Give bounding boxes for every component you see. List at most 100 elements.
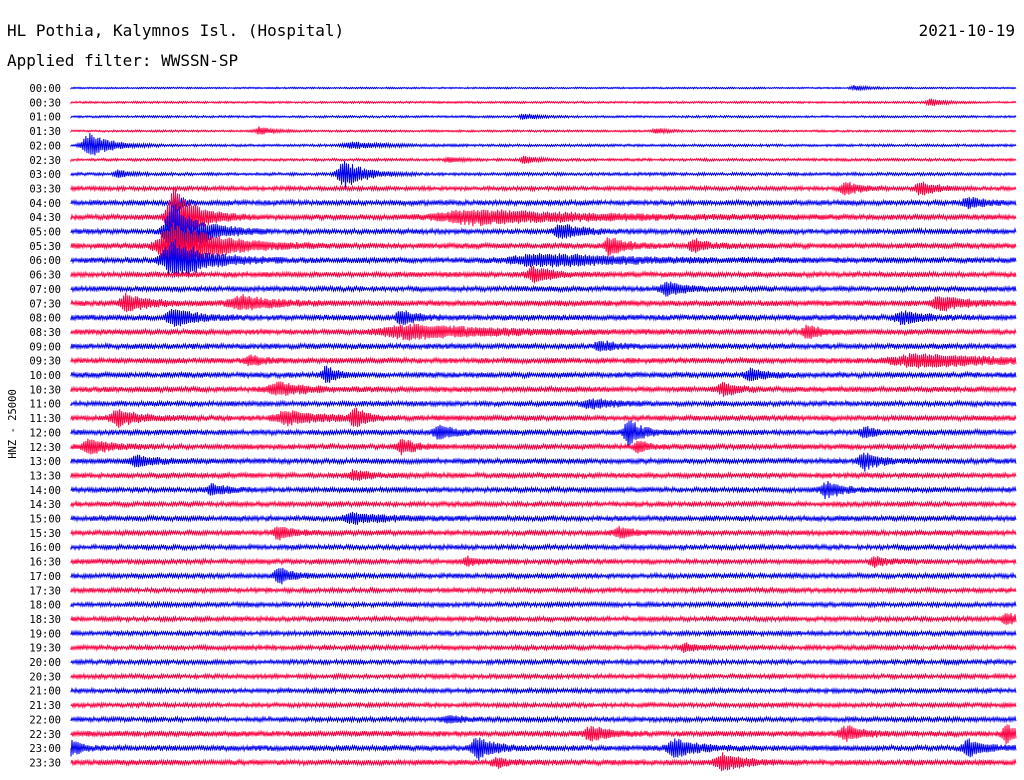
- trace-row: [70, 353, 1017, 369]
- row-time-label: 02:00: [29, 140, 61, 152]
- row-time-label: 23:00: [29, 743, 61, 755]
- row-time-label: 21:30: [29, 700, 61, 712]
- trace-row: [70, 98, 1017, 107]
- row-time-label: 16:30: [29, 557, 61, 569]
- trace-row: [70, 438, 1017, 456]
- trace-row: [70, 672, 1017, 681]
- row-time-label: 01:00: [29, 112, 61, 124]
- trace-row: [70, 194, 1017, 214]
- row-time-label: 14:00: [29, 485, 61, 497]
- trace-row: [70, 724, 1017, 745]
- trace-row: [70, 204, 1017, 263]
- row-time-label: 00:00: [29, 83, 61, 95]
- trace-row: [70, 281, 1017, 297]
- row-time-label: 10:30: [29, 384, 61, 396]
- trace-row: [70, 511, 1017, 525]
- trace-row: [70, 181, 1017, 196]
- row-time-label: 15:00: [29, 514, 61, 526]
- trace-row: [70, 715, 1017, 724]
- row-time-label: 00:30: [29, 97, 61, 109]
- trace-rows: 00:00 00:30 01:00 01:30 02:00 02:30 03:00 03:30…: [29, 83, 1017, 772]
- trace-row: [70, 365, 1017, 384]
- trace-row: [70, 407, 1017, 428]
- row-time-label: 08:30: [29, 327, 61, 339]
- row-time-label: 15:30: [29, 528, 61, 540]
- y-axis-label: HNZ - 25000: [7, 389, 19, 459]
- trace-row: [70, 542, 1017, 552]
- trace-row: [70, 600, 1017, 609]
- row-time-label: 18:00: [29, 600, 61, 612]
- trace-row: [70, 700, 1017, 710]
- trace-row: [70, 499, 1017, 509]
- trace-row: [70, 155, 1017, 164]
- row-time-label: 09:00: [29, 341, 61, 353]
- row-time-label: 11:00: [29, 399, 61, 411]
- row-time-label: 13:30: [29, 470, 61, 482]
- trace-row: [70, 642, 1017, 653]
- trace-row: [70, 239, 1017, 278]
- row-time-label: 08:00: [29, 313, 61, 325]
- trace-row: [70, 340, 1017, 352]
- trace-row: [70, 84, 1017, 92]
- row-time-label: 20:30: [29, 671, 61, 683]
- row-time-label: 20:00: [29, 657, 61, 669]
- station-title: HL Pothia, Kalymnos Isl. (Hospital): [7, 21, 344, 40]
- trace-row: [70, 126, 1017, 136]
- trace-row: [70, 752, 1017, 772]
- trace-row: [70, 420, 1017, 448]
- trace-row: [70, 222, 1017, 270]
- row-time-label: 17:00: [29, 571, 61, 583]
- row-time-label: 07:30: [29, 298, 61, 310]
- row-time-label: 04:30: [29, 212, 61, 224]
- trace-row: [70, 686, 1017, 695]
- row-time-label: 09:30: [29, 356, 61, 368]
- trace-row: [70, 160, 1017, 188]
- row-time-label: 07:00: [29, 284, 61, 296]
- trace-row: [70, 657, 1017, 667]
- row-time-label: 22:00: [29, 714, 61, 726]
- row-time-label: 01:30: [29, 126, 61, 138]
- trace-row: [70, 266, 1017, 284]
- row-time-label: 05:30: [29, 241, 61, 253]
- trace-row: [70, 113, 1017, 121]
- row-time-label: 19:30: [29, 643, 61, 655]
- trace-row: [70, 737, 1017, 761]
- row-time-label: 19:00: [29, 628, 61, 640]
- trace-row: [70, 567, 1017, 585]
- row-time-label: 18:30: [29, 614, 61, 626]
- row-time-label: 05:00: [29, 227, 61, 239]
- trace-row: [70, 469, 1017, 481]
- row-time-label: 04:00: [29, 198, 61, 210]
- trace-row: [70, 133, 1017, 156]
- trace-row: [70, 452, 1017, 472]
- row-time-label: 13:00: [29, 456, 61, 468]
- row-time-label: 06:00: [29, 255, 61, 267]
- trace-row: [70, 526, 1017, 541]
- row-time-label: 12:30: [29, 442, 61, 454]
- row-time-label: 23:30: [29, 757, 61, 769]
- trace-row: [70, 323, 1017, 341]
- row-time-label: 02:30: [29, 155, 61, 167]
- row-time-label: 14:30: [29, 499, 61, 511]
- row-time-label: 12:00: [29, 427, 61, 439]
- row-time-label: 03:00: [29, 169, 61, 181]
- row-time-label: 11:30: [29, 413, 61, 425]
- row-time-label: 03:30: [29, 183, 61, 195]
- trace-row: [70, 586, 1017, 595]
- date-label: 2021-10-19: [919, 21, 1015, 40]
- trace-row: [70, 555, 1017, 568]
- trace-row: [70, 292, 1017, 313]
- trace-row: [70, 629, 1017, 638]
- row-time-label: 17:30: [29, 585, 61, 597]
- row-time-label: 10:00: [29, 370, 61, 382]
- row-time-label: 22:30: [29, 729, 61, 741]
- trace-row: [70, 612, 1017, 625]
- trace-row: [70, 381, 1017, 398]
- trace-row: [70, 480, 1017, 500]
- trace-row: [70, 308, 1017, 327]
- row-time-label: 06:30: [29, 270, 61, 282]
- filter-label: Applied filter: WWSSN-SP: [7, 51, 238, 70]
- trace-row: [70, 187, 1017, 243]
- row-time-label: 16:00: [29, 542, 61, 554]
